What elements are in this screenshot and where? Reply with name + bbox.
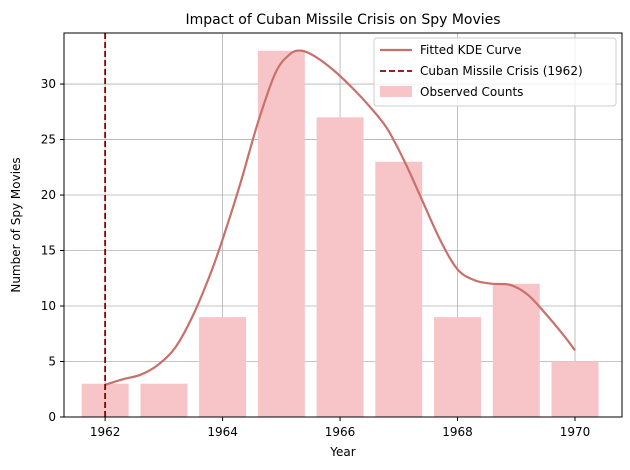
legend-event-label: Cuban Missile Crisis (1962) [420,64,583,78]
bar [140,383,188,417]
plot-frame [63,32,623,418]
bars [81,50,599,418]
bar [316,117,364,418]
legend-box [373,37,617,107]
legend-bar-label: Observed Counts [420,85,523,99]
x-tick-label: 1964 [207,425,238,439]
bar [375,161,423,417]
bar [199,317,247,417]
y-tick-label: 30 [41,77,56,91]
x-tick-label: 1970 [560,425,591,439]
y-tick-label: 25 [41,133,56,147]
chart-title: Impact of Cuban Missile Crisis on Spy Mo… [185,12,500,28]
y-tick-label: 10 [41,299,56,313]
legend-kde-label: Fitted KDE Curve [420,43,522,57]
x-axis-label: Year [329,445,355,459]
legend: Fitted KDE Curve Cuban Missile Crisis (1… [373,37,617,107]
bar [434,317,482,417]
kde-curve-layer [104,49,576,386]
bar [551,361,599,417]
x-axis-ticks: 1962 1964 1966 1968 1970 [90,417,590,439]
bar [492,283,540,417]
y-tick-label: 0 [48,410,56,424]
x-tick-label: 1966 [325,425,356,439]
bar [257,50,305,417]
kde-curve [104,49,576,386]
y-tick-label: 20 [41,188,56,202]
x-tick-label: 1962 [90,425,121,439]
x-tick-label: 1968 [442,425,473,439]
y-axis-label: Number of Spy Movies [9,157,23,292]
y-tick-label: 15 [41,244,56,258]
y-tick-label: 5 [48,355,56,369]
legend-bar-swatch [380,86,412,97]
y-axis-ticks: 0 5 10 15 20 25 30 [41,77,64,424]
